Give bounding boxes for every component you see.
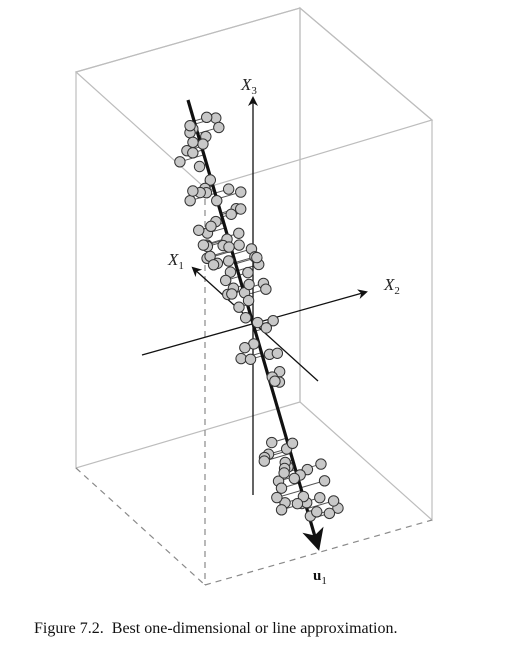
data-point (286, 437, 299, 450)
data-point (187, 147, 199, 159)
data-point (219, 274, 232, 287)
data-points (174, 111, 344, 522)
data-point (222, 255, 235, 267)
axis-label-x1: X1 (167, 250, 184, 272)
figure-caption: Figure 7.2. Best one-dimensional or line … (34, 620, 398, 638)
data-point (251, 316, 264, 329)
data-point (271, 491, 283, 504)
data-point (174, 156, 186, 168)
data-point (205, 220, 217, 233)
box-top-face (74, 7, 434, 189)
data-point (291, 498, 304, 510)
data-point (251, 251, 263, 264)
data-point (315, 458, 327, 470)
data-point (239, 341, 251, 354)
data-point (193, 160, 206, 173)
data-point (266, 436, 278, 449)
data-point (260, 283, 272, 295)
data-point (243, 278, 255, 291)
data-point (193, 224, 205, 236)
caption-number: Figure 7.2. (34, 620, 104, 637)
data-point (223, 241, 235, 253)
data-point (184, 194, 196, 207)
data-point (233, 227, 245, 239)
data-point (258, 455, 270, 467)
data-point (242, 294, 255, 307)
data-point (187, 136, 199, 148)
data-point (267, 314, 279, 327)
data-point (233, 301, 245, 313)
data-point (275, 482, 288, 494)
data-point (225, 208, 237, 220)
data-point (197, 239, 210, 251)
data-point (184, 120, 196, 132)
data-point (275, 504, 288, 516)
data-point (235, 186, 247, 198)
axis-label-x2: X2 (383, 275, 400, 297)
data-point (222, 183, 235, 195)
data-point (226, 288, 238, 300)
data-point (235, 352, 247, 365)
data-point (211, 194, 223, 207)
coordinate-axes (141, 96, 368, 495)
figure-diagram: X3 X1 X2 u1 (74, 6, 434, 587)
data-point (288, 472, 301, 485)
dashed-left-bottom-edge (75, 467, 206, 586)
data-point (242, 266, 254, 279)
data-point (207, 259, 220, 271)
axis-label-x3: X3 (240, 75, 257, 97)
data-point (318, 475, 331, 487)
data-point (204, 174, 217, 186)
data-point (327, 495, 340, 507)
data-point (233, 239, 245, 251)
data-point (239, 312, 252, 324)
data-point (271, 347, 284, 359)
data-point (311, 506, 323, 518)
box-back-face (75, 7, 301, 469)
data-point (314, 491, 326, 504)
data-point (200, 111, 213, 124)
box-right-face (299, 6, 433, 522)
data-point (269, 375, 281, 387)
bounding-box (74, 6, 434, 522)
data-point (197, 138, 209, 150)
data-point (244, 353, 257, 365)
data-point (213, 121, 225, 134)
data-point (260, 322, 272, 334)
data-point (187, 185, 199, 197)
data-point (278, 467, 290, 479)
data-point (323, 507, 336, 520)
caption-text: Best one-dimensional or line approximati… (111, 620, 398, 637)
vector-label-u1: u1 (313, 568, 327, 587)
data-point (235, 203, 247, 215)
